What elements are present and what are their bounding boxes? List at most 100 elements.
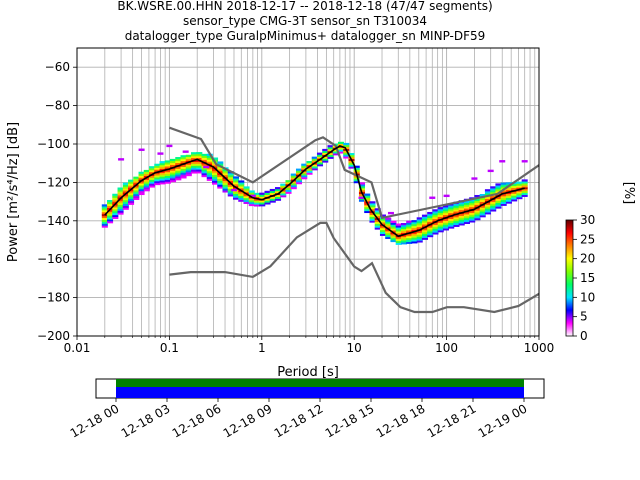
density-cell bbox=[437, 207, 444, 210]
density-cell bbox=[143, 185, 150, 188]
density-cell bbox=[479, 205, 486, 208]
density-cell bbox=[196, 167, 203, 170]
density-cell bbox=[416, 226, 423, 230]
density-cell bbox=[253, 198, 261, 201]
x-tick-label: 100 bbox=[435, 341, 458, 355]
density-cell bbox=[122, 196, 129, 199]
density-cell bbox=[191, 152, 198, 155]
density-cell bbox=[185, 170, 192, 173]
density-cell bbox=[243, 190, 250, 193]
density-cell bbox=[128, 196, 135, 200]
density-cell bbox=[238, 180, 245, 183]
density-cell bbox=[122, 205, 129, 208]
density-cell bbox=[453, 220, 460, 224]
density-cell bbox=[217, 169, 224, 172]
density-cell bbox=[138, 185, 145, 188]
density-cell bbox=[122, 190, 129, 193]
density-cell bbox=[427, 235, 434, 238]
density-cell bbox=[416, 236, 423, 239]
density-cell bbox=[117, 195, 124, 198]
plot-area: 0.01 0.1 1 10 100 1000 −200 −180 −160 −140 −120 −1… bbox=[6, 47, 554, 380]
density-cell bbox=[175, 170, 182, 173]
density-cell bbox=[133, 180, 140, 183]
density-cell bbox=[117, 206, 124, 209]
density-cell bbox=[390, 228, 397, 231]
density-cell bbox=[400, 223, 407, 226]
timeline-tick-label: 12-18 06 bbox=[170, 401, 224, 440]
x-tick-label: 1 bbox=[258, 341, 266, 355]
density-cell bbox=[295, 182, 303, 185]
density-outlier bbox=[157, 152, 164, 155]
density-cell bbox=[222, 180, 229, 183]
density-cell bbox=[264, 198, 271, 201]
density-cell bbox=[128, 183, 135, 186]
density-cell bbox=[301, 177, 308, 180]
density-outlier bbox=[499, 160, 506, 163]
density-cell bbox=[295, 178, 303, 181]
density-cell bbox=[358, 186, 366, 189]
density-cell bbox=[479, 207, 486, 210]
density-cell bbox=[128, 195, 135, 198]
density-cell bbox=[400, 230, 407, 233]
timeline-tick-label: 12-18 09 bbox=[221, 401, 275, 440]
density-cell bbox=[149, 175, 156, 178]
density-cell bbox=[133, 195, 140, 199]
density-cell bbox=[107, 215, 114, 218]
density-cell bbox=[390, 222, 397, 225]
density-cell bbox=[337, 143, 345, 146]
density-cell bbox=[427, 213, 434, 217]
density-cell bbox=[484, 212, 491, 215]
density-cell bbox=[154, 167, 161, 170]
density-cell bbox=[474, 214, 481, 217]
density-cell bbox=[516, 185, 523, 188]
density-cell bbox=[206, 174, 213, 178]
density-cell bbox=[395, 242, 402, 245]
density-cell bbox=[400, 226, 407, 230]
density-cell bbox=[290, 175, 297, 178]
density-cell bbox=[180, 170, 187, 173]
density-cell bbox=[227, 184, 234, 187]
density-cell bbox=[180, 176, 187, 179]
density-cell bbox=[101, 210, 108, 213]
density-cell bbox=[295, 168, 303, 171]
density-cell bbox=[406, 228, 413, 231]
density-cell bbox=[395, 227, 402, 230]
density-cell bbox=[201, 173, 208, 176]
density-cell bbox=[369, 207, 376, 210]
density-cell bbox=[374, 214, 381, 217]
density-cell bbox=[511, 191, 518, 194]
density-cell bbox=[322, 160, 329, 163]
density-cell bbox=[463, 221, 470, 224]
density-cell bbox=[427, 225, 434, 228]
density-cell bbox=[505, 201, 512, 204]
density-cell bbox=[274, 190, 282, 194]
density-cell bbox=[421, 233, 428, 237]
density-cell bbox=[201, 171, 208, 174]
density-cell bbox=[191, 156, 198, 159]
density-cell bbox=[138, 171, 145, 174]
density-cell bbox=[469, 203, 476, 206]
y-tick-label: −160 bbox=[37, 252, 70, 266]
density-cell bbox=[411, 235, 418, 238]
density-cell bbox=[101, 213, 108, 217]
density-cell bbox=[175, 157, 182, 160]
density-cell bbox=[196, 153, 203, 157]
timeline-data-bar bbox=[116, 387, 524, 398]
density-cell bbox=[175, 172, 182, 175]
density-cell bbox=[369, 214, 376, 217]
density-cell bbox=[107, 203, 114, 207]
density-cell bbox=[170, 180, 177, 183]
title-line-2: sensor_type CMG-3T sensor_sn T310034 bbox=[183, 14, 427, 28]
density-cell bbox=[390, 239, 397, 243]
density-cell bbox=[364, 205, 371, 208]
density-cell bbox=[243, 188, 250, 191]
colorbar-tick-label: 0 bbox=[580, 329, 588, 343]
density-cell bbox=[227, 173, 234, 176]
density-cell bbox=[322, 150, 329, 154]
density-cell bbox=[453, 209, 460, 212]
density-cell bbox=[196, 171, 203, 174]
density-cell bbox=[238, 184, 245, 187]
density-cell bbox=[253, 192, 261, 196]
density-cell bbox=[301, 163, 308, 166]
density-cell bbox=[453, 217, 460, 220]
